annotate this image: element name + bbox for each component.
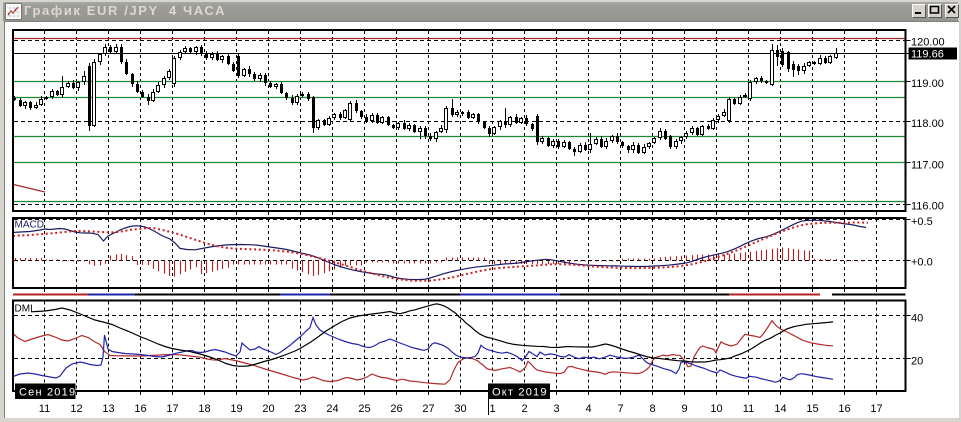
svg-text:17: 17 (870, 403, 882, 415)
svg-text:19: 19 (230, 403, 242, 415)
svg-text:120.00: 120.00 (911, 36, 945, 48)
svg-text:118.00: 118.00 (911, 118, 944, 130)
svg-text:DMI: DMI (15, 304, 33, 315)
svg-text:23: 23 (294, 403, 306, 415)
svg-text:20: 20 (911, 356, 923, 368)
svg-text:11: 11 (743, 403, 754, 415)
svg-text:Сен 2019: Сен 2019 (19, 387, 76, 399)
svg-text:15: 15 (806, 403, 818, 415)
svg-text:24: 24 (326, 403, 338, 415)
svg-text:10: 10 (710, 403, 722, 415)
svg-text:16: 16 (838, 403, 850, 415)
svg-text:18: 18 (198, 403, 210, 415)
svg-text:119.66: 119.66 (911, 49, 944, 61)
svg-text:27: 27 (422, 403, 434, 415)
svg-text:117.00: 117.00 (911, 160, 944, 172)
svg-text:2: 2 (521, 403, 527, 415)
svg-text:119.00: 119.00 (911, 78, 944, 90)
svg-text:11: 11 (39, 403, 50, 415)
svg-text:7: 7 (617, 403, 623, 415)
svg-text:MACD: MACD (15, 220, 44, 231)
svg-text:8: 8 (649, 403, 655, 415)
svg-text:116.00: 116.00 (911, 201, 944, 213)
svg-text:+0.0: +0.0 (911, 257, 933, 269)
svg-text:40: 40 (911, 313, 923, 325)
svg-text:14: 14 (774, 403, 786, 415)
svg-text:3: 3 (553, 403, 559, 415)
svg-text:16: 16 (134, 403, 146, 415)
svg-text:30: 30 (454, 403, 466, 415)
svg-text:13: 13 (102, 403, 114, 415)
svg-text:17: 17 (166, 403, 178, 415)
svg-text:+0.5: +0.5 (911, 216, 933, 228)
svg-text:4: 4 (585, 403, 591, 415)
svg-text:9: 9 (681, 403, 687, 415)
svg-text:1: 1 (489, 403, 495, 415)
svg-text:Окт 2019: Окт 2019 (492, 387, 548, 399)
svg-text:12: 12 (70, 403, 82, 415)
svg-text:26: 26 (390, 403, 402, 415)
svg-text:25: 25 (358, 403, 370, 415)
svg-text:20: 20 (262, 403, 274, 415)
